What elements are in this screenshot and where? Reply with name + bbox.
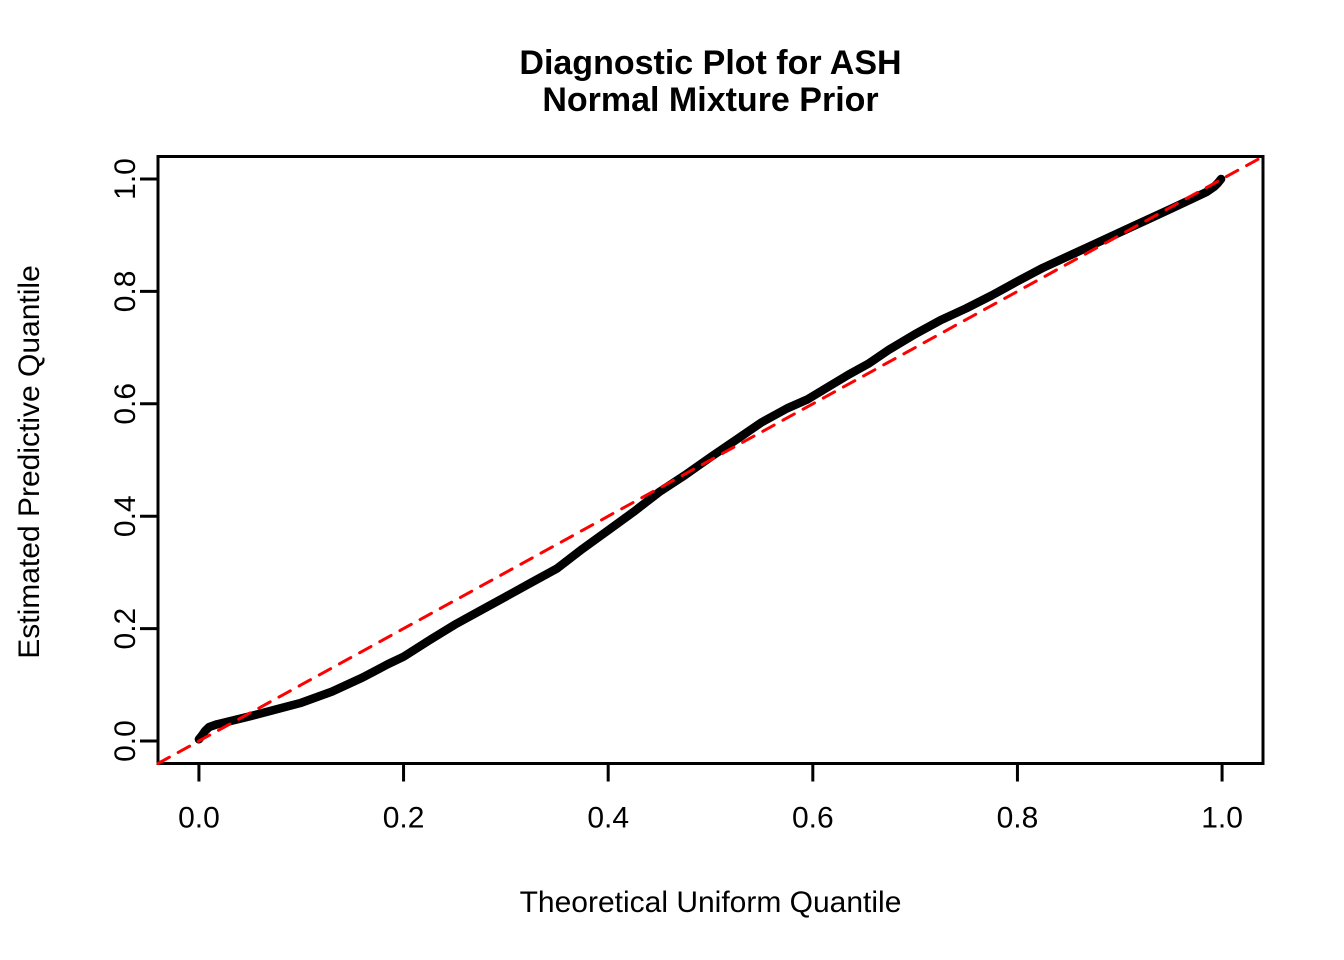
y-axis-tick-label: 0.6 [109,383,142,425]
x-axis-tick-label: 0.6 [792,802,834,835]
chart-title-line-1: Diagnostic Plot for ASH [519,44,902,82]
x-axis-tick-label: 0.0 [178,802,220,835]
y-axis-tick-label: 0.2 [109,608,142,650]
y-axis-tick-label: 0.4 [109,495,142,537]
y-axis-tick-label: 0.0 [109,720,142,762]
x-axis-tick-label: 0.2 [383,802,425,835]
quantile-curve [194,174,1226,744]
chart-title-line-2: Normal Mixture Prior [542,81,879,119]
x-axis-tick-label: 1.0 [1201,802,1243,835]
y-axis-label: Estimated Predictive Quantile [13,265,46,659]
plot-box [156,155,1265,765]
y-axis-tick-label: 0.8 [109,271,142,313]
x-axis-label: Theoretical Uniform Quantile [519,886,902,919]
x-axis-tick-label: 0.4 [587,802,629,835]
reference-diagonal-line [156,155,1265,765]
x-axis-tick-label: 0.8 [997,802,1039,835]
y-axis-tick-label: 1.0 [109,158,142,200]
